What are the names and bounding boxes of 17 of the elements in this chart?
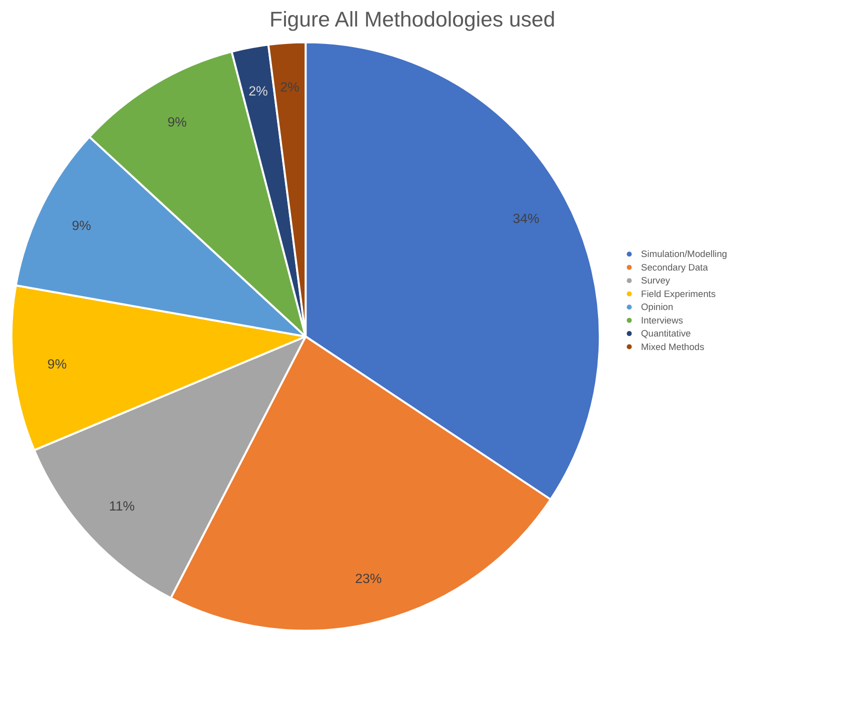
legend-label: Field Experiments bbox=[641, 288, 716, 299]
data-label: 34% bbox=[512, 210, 540, 226]
data-label: 9% bbox=[72, 218, 92, 233]
legend-label: Quantitative bbox=[641, 328, 691, 339]
chart-title: Figure All Methodologies used bbox=[270, 8, 556, 32]
legend-label: Mixed Methods bbox=[641, 342, 705, 352]
data-label: 9% bbox=[47, 356, 67, 372]
legend-label: Simulation/Modelling bbox=[641, 249, 728, 260]
legend-label: Opinion bbox=[641, 302, 674, 312]
legend-label: Interviews bbox=[641, 315, 684, 326]
data-label: 9% bbox=[168, 114, 187, 130]
data-label: 2% bbox=[248, 84, 268, 99]
data-label: 11% bbox=[109, 498, 135, 514]
legend-label: Survey bbox=[641, 276, 670, 286]
legend-label: Secondary Data bbox=[641, 262, 709, 272]
data-label: 23% bbox=[355, 570, 382, 586]
data-label: 2% bbox=[280, 80, 300, 95]
